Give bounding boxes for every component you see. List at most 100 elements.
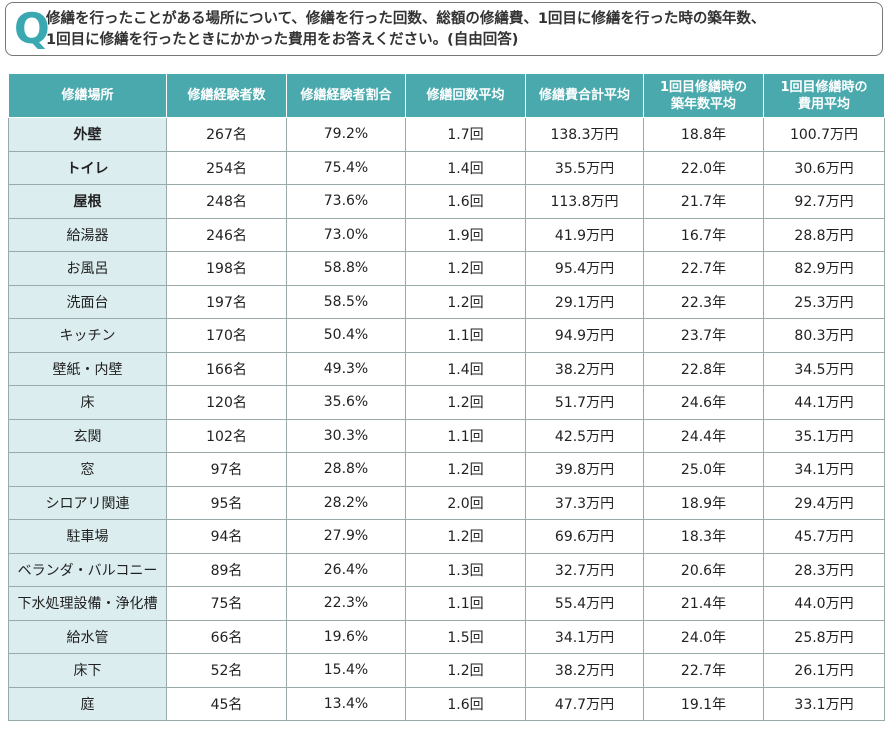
- table-cell: 19.1年: [643, 686, 764, 721]
- row-label: 外壁: [8, 117, 167, 152]
- table-cell: 45.7万円: [763, 519, 885, 554]
- table-cell: 166名: [166, 351, 287, 386]
- table-cell: 75.4%: [286, 150, 406, 185]
- table-cell: 1.1回: [405, 318, 526, 353]
- table-row: 駐車場 94名 27.9% 1.2回 69.6万円 18.3年 45.7万円: [8, 519, 885, 554]
- table-row: 窓 97名 28.8% 1.2回 39.8万円 25.0年 34.1万円: [8, 452, 885, 487]
- header-text: 築年数平均: [670, 96, 736, 112]
- table-cell: 42.5万円: [525, 418, 644, 453]
- table-row: キッチン 170名 50.4% 1.1回 94.9万円 23.7年 80.3万円: [8, 318, 885, 353]
- table-cell: 100.7万円: [763, 117, 885, 152]
- table-cell: 1.1回: [405, 586, 526, 621]
- table-cell: 25.0年: [643, 452, 764, 487]
- header-text: 費用平均: [797, 96, 850, 112]
- table-cell: 95名: [166, 485, 287, 520]
- table-cell: 35.6%: [286, 385, 406, 420]
- question-text: 修繕を行ったことがある場所について、修繕を行った回数、総額の修繕費、1回目に修繕…: [46, 9, 765, 51]
- row-label: 洗面台: [8, 284, 167, 319]
- table-cell: 39.8万円: [525, 452, 644, 487]
- row-label: 庭: [8, 686, 167, 721]
- table-cell: 49.3%: [286, 351, 406, 386]
- table-cell: 2.0回: [405, 485, 526, 520]
- header-text: 修繕費合計平均: [538, 88, 630, 103]
- table-cell: 254名: [166, 150, 287, 185]
- table-cell: 22.0年: [643, 150, 764, 185]
- table-cell: 75名: [166, 586, 287, 621]
- header-cell: 修繕費合計平均: [525, 73, 644, 118]
- table-cell: 37.3万円: [525, 485, 644, 520]
- table-cell: 58.8%: [286, 251, 406, 286]
- table-cell: 55.4万円: [525, 586, 644, 621]
- table-cell: 24.4年: [643, 418, 764, 453]
- table-cell: 267名: [166, 117, 287, 152]
- table-cell: 94.9万円: [525, 318, 644, 353]
- table-row: 壁紙・内壁 166名 49.3% 1.4回 38.2万円 22.8年 34.5万円: [8, 351, 885, 386]
- table-cell: 21.4年: [643, 586, 764, 621]
- table-row: トイレ 254名 75.4% 1.4回 35.5万円 22.0年 30.6万円: [8, 150, 885, 185]
- table-cell: 197名: [166, 284, 287, 319]
- table-cell: 79.2%: [286, 117, 406, 152]
- table-row: 給湯器 246名 73.0% 1.9回 41.9万円 16.7年 28.8万円: [8, 217, 885, 252]
- row-label: シロアリ関連: [8, 485, 167, 520]
- table-cell: 1.2回: [405, 251, 526, 286]
- table-row: お風呂 198名 58.8% 1.2回 95.4万円 22.7年 82.9万円: [8, 251, 885, 286]
- table-cell: 27.9%: [286, 519, 406, 554]
- table-cell: 18.9年: [643, 485, 764, 520]
- table-row: 外壁 267名 79.2% 1.7回 138.3万円 18.8年 100.7万円: [8, 117, 885, 152]
- table-cell: 25.3万円: [763, 284, 885, 319]
- table-cell: 18.8年: [643, 117, 764, 152]
- table-cell: 1.1回: [405, 418, 526, 453]
- table-cell: 51.7万円: [525, 385, 644, 420]
- table-row: 洗面台 197名 58.5% 1.2回 29.1万円 22.3年 25.3万円: [8, 284, 885, 319]
- table-cell: 44.0万円: [763, 586, 885, 621]
- table-cell: 22.7年: [643, 251, 764, 286]
- header-text: 1回目修繕時の: [659, 79, 748, 95]
- row-label: 屋根: [8, 184, 167, 219]
- table-cell: 24.6年: [643, 385, 764, 420]
- header-text: 修繕経験者数: [187, 88, 266, 103]
- question-mark: Q: [14, 4, 50, 53]
- table-cell: 1.4回: [405, 351, 526, 386]
- row-label: 壁紙・内壁: [8, 351, 167, 386]
- table-row: 玄関 102名 30.3% 1.1回 42.5万円 24.4年 35.1万円: [8, 418, 885, 453]
- table-cell: 26.1万円: [763, 653, 885, 688]
- table-cell: 1.2回: [405, 284, 526, 319]
- table-cell: 41.9万円: [525, 217, 644, 252]
- row-label: 玄関: [8, 418, 167, 453]
- table-cell: 44.1万円: [763, 385, 885, 420]
- table-cell: 120名: [166, 385, 287, 420]
- table-cell: 52名: [166, 653, 287, 688]
- table-cell: 1.2回: [405, 452, 526, 487]
- row-label: 駐車場: [8, 519, 167, 554]
- table-cell: 1.2回: [405, 385, 526, 420]
- table-cell: 94名: [166, 519, 287, 554]
- table-cell: 28.8%: [286, 452, 406, 487]
- row-label: キッチン: [8, 318, 167, 353]
- table-cell: 1.9回: [405, 217, 526, 252]
- table-cell: 28.3万円: [763, 552, 885, 587]
- table-cell: 25.8万円: [763, 619, 885, 654]
- table-cell: 1.2回: [405, 653, 526, 688]
- table-row: 床 120名 35.6% 1.2回 51.7万円 24.6年 44.1万円: [8, 385, 885, 420]
- header-cell: 修繕場所: [8, 73, 167, 118]
- header-text: 修繕場所: [61, 88, 114, 103]
- table-cell: 38.2万円: [525, 653, 644, 688]
- table-cell: 22.3%: [286, 586, 406, 621]
- table-cell: 34.1万円: [763, 452, 885, 487]
- table-cell: 22.3年: [643, 284, 764, 319]
- row-label: 床: [8, 385, 167, 420]
- table-row: 庭 45名 13.4% 1.6回 47.7万円 19.1年 33.1万円: [8, 686, 885, 721]
- table-cell: 19.6%: [286, 619, 406, 654]
- table-cell: 13.4%: [286, 686, 406, 721]
- table-cell: 21.7年: [643, 184, 764, 219]
- row-label: お風呂: [8, 251, 167, 286]
- row-label: ベランダ・バルコニー: [8, 552, 167, 587]
- table-cell: 248名: [166, 184, 287, 219]
- table-cell: 246名: [166, 217, 287, 252]
- table-row: シロアリ関連 95名 28.2% 2.0回 37.3万円 18.9年 29.4万円: [8, 485, 885, 520]
- table-cell: 170名: [166, 318, 287, 353]
- question-line: 修繕を行ったことがある場所について、修繕を行った回数、総額の修繕費、1回目に修繕…: [46, 11, 766, 27]
- table-cell: 22.8年: [643, 351, 764, 386]
- table-cell: 18.3年: [643, 519, 764, 554]
